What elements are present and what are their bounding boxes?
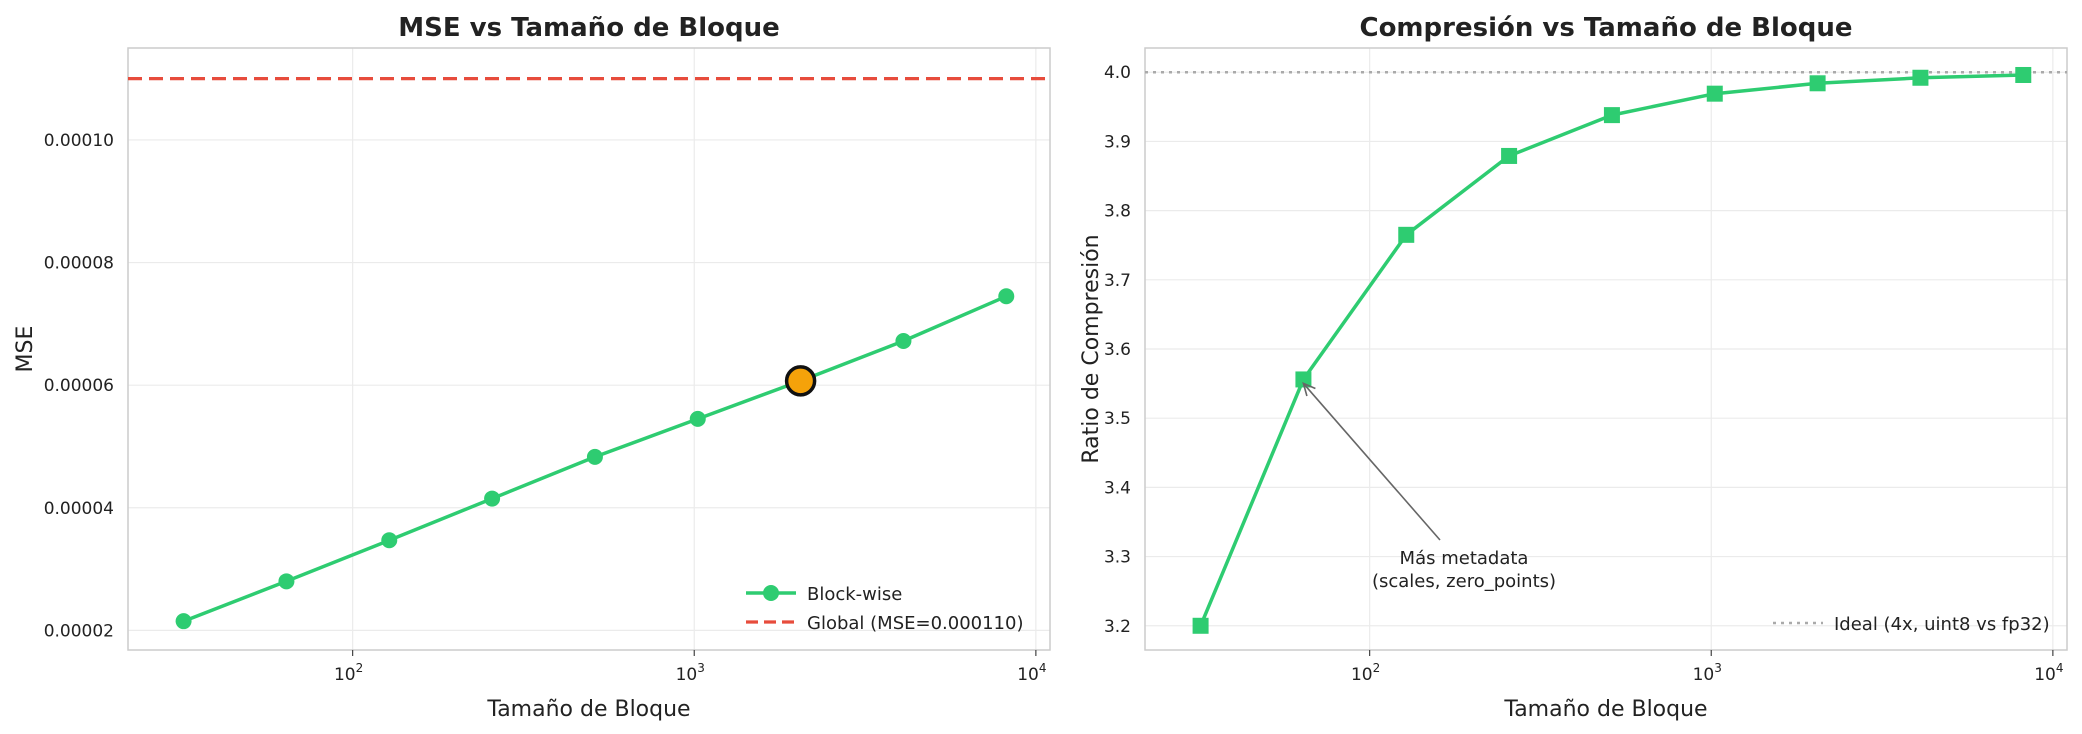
y-tick-label: 3.5: [1104, 409, 1131, 429]
x-tick-label: 102: [1351, 661, 1380, 685]
y-tick-label: 0.00002: [44, 621, 114, 641]
y-tick-label: 0.00010: [44, 131, 114, 151]
legend-ideal-label: Ideal (4x, uint8 vs fp32): [1834, 614, 2050, 635]
metadata-annotation: Más metadata (scales, zero_points): [1302, 382, 1556, 592]
mse-y-axis-label: MSE: [13, 326, 38, 373]
legend-block-wise-label: Block-wise: [807, 584, 902, 605]
mse-series-block-wise: [175, 288, 1015, 630]
mse-x-axis-label: Tamaño de Bloque: [486, 697, 690, 722]
y-tick-label: 3.2: [1104, 617, 1131, 637]
x-tick-exponent: 3: [697, 661, 705, 675]
compression-x-ticks: 102 103 104: [1351, 650, 2064, 685]
y-tick-label: 3.4: [1104, 478, 1131, 498]
data-point: [1501, 147, 1518, 164]
x-tick-base: 10: [1351, 665, 1373, 685]
y-tick-label: 3.7: [1104, 271, 1131, 291]
annotation-line-2: (scales, zero_points): [1372, 571, 1556, 592]
data-point: [1295, 371, 1312, 388]
y-tick-label: 0.00004: [44, 499, 114, 519]
x-tick-exponent: 2: [1373, 661, 1381, 675]
mse-axes-frame: [127, 47, 1051, 651]
data-point: [278, 573, 295, 590]
x-tick-exponent: 2: [356, 661, 364, 675]
x-tick-base: 10: [1017, 665, 1039, 685]
x-tick-label: 102: [334, 661, 363, 685]
mse-grid: [128, 48, 1050, 650]
annotation-arrow-line: [1302, 382, 1441, 541]
data-point: [689, 410, 706, 427]
compression-grid: [1145, 48, 2067, 650]
data-point: [484, 490, 501, 507]
mse-legend: Block-wise Global (MSE=0.000110): [746, 584, 1023, 634]
data-point: [1192, 617, 1209, 634]
data-point: [381, 532, 398, 549]
x-tick-base: 10: [2034, 665, 2056, 685]
compression-axes-frame: [1144, 47, 2068, 651]
series-line: [1198, 73, 2024, 627]
y-tick-label: 4.0: [1104, 63, 1131, 83]
legend-block-wise-marker: [763, 585, 779, 601]
y-tick-label: 3.6: [1104, 340, 1131, 360]
mse-y-ticks: 0.00002 0.00004 0.00006 0.00008 0.00010: [44, 131, 114, 641]
data-point: [1809, 75, 1826, 92]
data-point: [175, 613, 192, 630]
data-point: [1603, 107, 1620, 124]
y-tick-label: 0.00006: [44, 376, 114, 396]
data-point: [895, 333, 912, 350]
x-tick-base: 10: [334, 665, 356, 685]
x-tick-exponent: 4: [1039, 661, 1047, 675]
x-tick-base: 10: [1693, 665, 1715, 685]
compression-x-axis-label: Tamaño de Bloque: [1503, 697, 1707, 722]
y-tick-label: 3.3: [1104, 548, 1131, 568]
data-point: [1912, 69, 1929, 86]
compression-panel: Compresión vs Tamaño de Bloque Tamaño de…: [1079, 13, 2068, 722]
highlighted-point: [784, 365, 817, 397]
data-point: [2015, 66, 2032, 83]
compression-y-ticks: 3.2 3.3 3.4 3.5 3.6 3.7 3.8 3.9 4.0: [1104, 63, 1131, 637]
compression-y-axis-label: Ratio de Compresión: [1079, 234, 1104, 463]
compression-series: [1192, 66, 2032, 634]
data-point: [586, 448, 603, 465]
x-tick-base: 10: [676, 665, 698, 685]
annotation-arrow-head: [1302, 382, 1316, 397]
compression-chart-title: Compresión vs Tamaño de Bloque: [1359, 13, 1852, 43]
y-tick-label: 0.00008: [44, 254, 114, 274]
mse-x-ticks: 102 103 104: [334, 650, 1047, 685]
legend-global-label: Global (MSE=0.000110): [807, 613, 1023, 634]
y-tick-label: 3.8: [1104, 202, 1131, 222]
x-tick-exponent: 4: [2056, 661, 2064, 675]
data-point: [998, 288, 1015, 305]
data-point: [1398, 226, 1415, 243]
y-tick-label: 3.9: [1104, 132, 1131, 152]
data-point: [1706, 85, 1723, 102]
x-tick-label: 103: [1693, 661, 1722, 685]
mse-chart-title: MSE vs Tamaño de Bloque: [398, 13, 780, 43]
x-tick-exponent: 3: [1714, 661, 1722, 675]
x-tick-label: 103: [676, 661, 705, 685]
x-tick-label: 104: [1017, 661, 1046, 685]
annotation-line-1: Más metadata: [1400, 548, 1529, 569]
mse-panel: MSE vs Tamaño de Bloque Tamaño de Bloque…: [13, 13, 1051, 722]
x-tick-label: 104: [2034, 661, 2063, 685]
compression-legend: Ideal (4x, uint8 vs fp32): [1773, 614, 2050, 635]
